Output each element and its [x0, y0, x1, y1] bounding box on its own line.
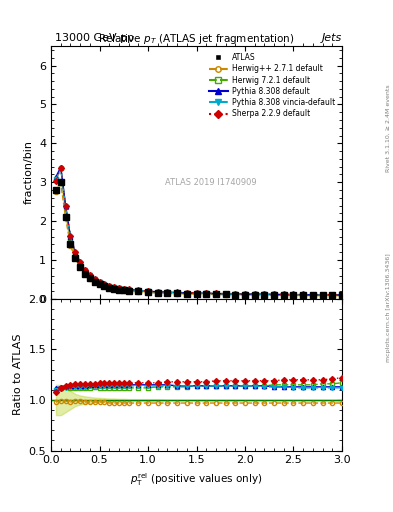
X-axis label: $p_{\mathrm{T}}^{\mathrm{rel}}$ (positive values only): $p_{\mathrm{T}}^{\mathrm{rel}}$ (positiv…: [130, 471, 263, 488]
Y-axis label: Ratio to ATLAS: Ratio to ATLAS: [13, 334, 23, 415]
Title: Relative $p_T$ (ATLAS jet fragmentation): Relative $p_T$ (ATLAS jet fragmentation): [98, 32, 295, 46]
Legend: ATLAS, Herwig++ 2.7.1 default, Herwig 7.2.1 default, Pythia 8.308 default, Pythi: ATLAS, Herwig++ 2.7.1 default, Herwig 7.…: [206, 50, 338, 121]
Text: mcplots.cern.ch [arXiv:1306.3436]: mcplots.cern.ch [arXiv:1306.3436]: [386, 253, 391, 361]
Text: 13000 GeV pp: 13000 GeV pp: [55, 33, 134, 44]
Text: ATLAS 2019 I1740909: ATLAS 2019 I1740909: [165, 178, 257, 187]
Y-axis label: fraction/bin: fraction/bin: [24, 140, 33, 204]
Text: Jets: Jets: [321, 33, 342, 44]
Text: Rivet 3.1.10, ≥ 2.4M events: Rivet 3.1.10, ≥ 2.4M events: [386, 84, 391, 172]
